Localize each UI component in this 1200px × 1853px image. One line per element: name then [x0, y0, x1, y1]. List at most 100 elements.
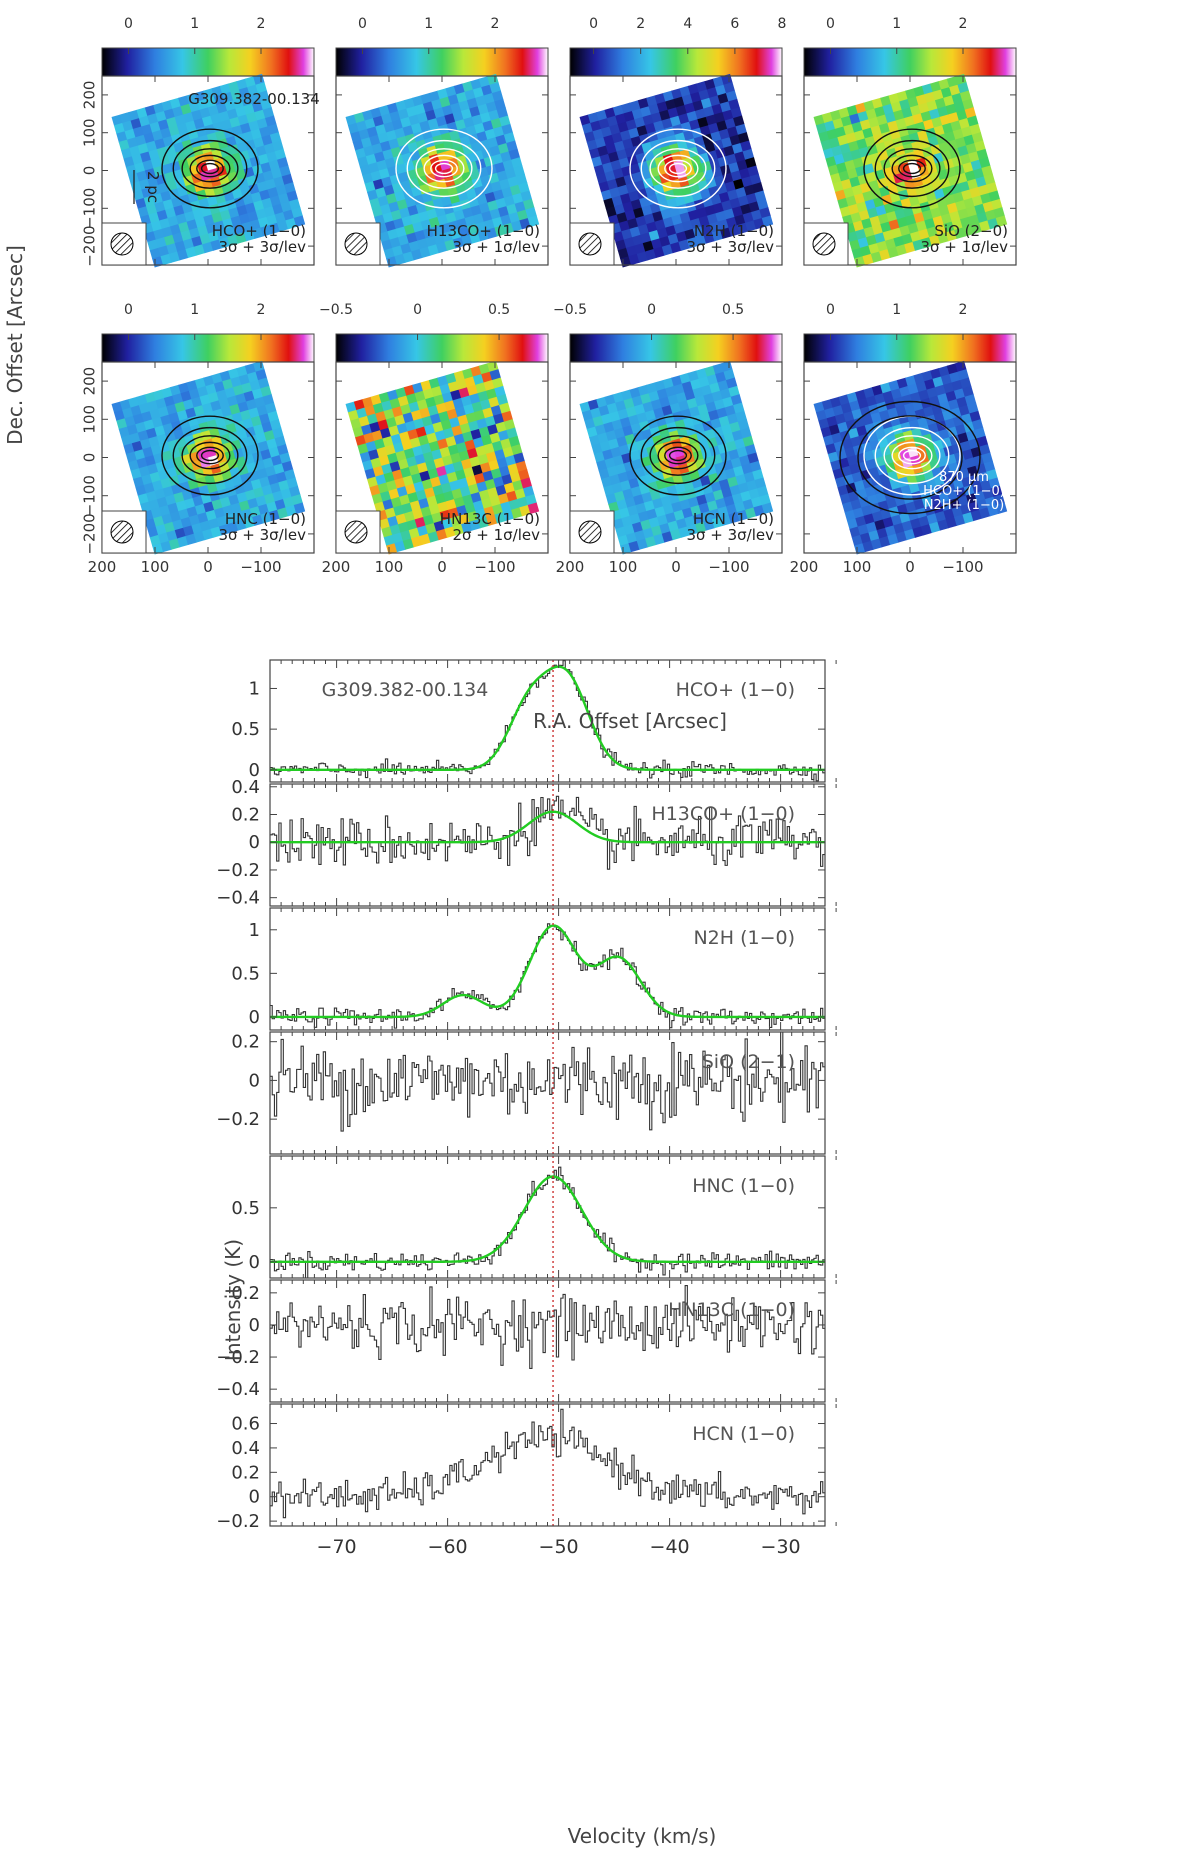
map-pixel	[478, 363, 491, 375]
map-pixel	[874, 232, 886, 244]
map-pixel	[698, 376, 711, 388]
map-pixel	[823, 434, 835, 447]
map-pixel	[629, 100, 641, 112]
map-pixel	[440, 195, 453, 207]
map-pixel	[155, 173, 168, 186]
map-pixel	[901, 233, 914, 245]
contour	[657, 154, 699, 183]
spectrum-panel-2: 00.51 N2H (1−0)	[231, 907, 837, 1031]
map-pixel	[433, 394, 446, 406]
map-pixel	[649, 489, 662, 501]
map-pixel	[642, 177, 655, 189]
map-pixel	[178, 95, 190, 107]
spectrum-y-tick-label: 0.5	[231, 1198, 260, 1219]
map-pixel	[957, 208, 970, 220]
spectrum-plot-area	[270, 908, 825, 1030]
map-pixel	[601, 189, 613, 201]
map-pixel	[480, 462, 492, 474]
map-pixel	[706, 500, 719, 512]
map-pixel	[381, 113, 393, 125]
map-pixel	[458, 513, 471, 525]
map-pixel	[419, 407, 431, 419]
map-pixel	[668, 493, 681, 505]
map-pixel	[256, 467, 269, 480]
map-pixel	[154, 201, 166, 213]
map-pixel	[140, 501, 152, 513]
map-pixel	[653, 533, 665, 545]
map-pixel	[371, 143, 384, 155]
map-pixel	[721, 423, 733, 436]
map-pixel	[631, 458, 644, 471]
map-pixel	[422, 388, 435, 400]
map-pixel	[724, 467, 737, 480]
map-pixel	[259, 189, 271, 201]
map-pixel	[420, 219, 433, 231]
map-pixel	[255, 82, 267, 94]
map-pixel	[846, 391, 859, 404]
map-pixel	[369, 197, 381, 210]
map-pixel	[209, 490, 221, 503]
map-pixel	[605, 206, 618, 218]
map-pixel	[384, 444, 397, 456]
map-pixel	[652, 210, 664, 223]
map-pixel	[930, 207, 942, 219]
map-pixel	[243, 229, 256, 242]
map-pixel	[180, 516, 193, 529]
map-pixel	[717, 219, 730, 231]
map-pixel	[131, 440, 144, 453]
map-pixel	[725, 377, 738, 389]
map-pixel	[623, 110, 636, 123]
map-pixel	[381, 176, 393, 188]
map-pixel	[678, 463, 690, 475]
map-pixel	[983, 173, 996, 186]
map-pixel	[464, 215, 477, 228]
map-pixel	[177, 248, 189, 261]
map-pixel	[476, 194, 489, 206]
map-pixel	[696, 431, 708, 443]
map-pixel	[185, 470, 197, 482]
map-pixel	[735, 186, 748, 199]
map-pixel	[696, 368, 708, 380]
map-pixel	[497, 142, 510, 155]
map-pixel	[901, 107, 914, 119]
map-pixel	[827, 164, 840, 176]
map-pixel	[496, 394, 509, 406]
map-pixel	[627, 504, 639, 517]
map-pixel	[461, 171, 473, 183]
map-pixel	[696, 207, 708, 219]
map-pixel	[920, 523, 933, 536]
map-pixel	[443, 427, 455, 440]
map-pixel	[729, 484, 742, 497]
map-pixel	[184, 434, 196, 447]
map-pixel	[148, 499, 160, 511]
map-pixel	[642, 527, 655, 540]
map-pixel	[705, 401, 718, 413]
colorbar	[569, 333, 783, 363]
spectrum-trace	[270, 1284, 825, 1369]
map-pixel	[448, 507, 460, 519]
map-pixel	[377, 419, 390, 431]
map-pixel	[605, 493, 618, 505]
map-pixel	[946, 489, 959, 501]
map-pixel	[419, 183, 431, 195]
map-pixel	[475, 382, 487, 394]
map-pixel	[962, 385, 974, 398]
map-pixel	[425, 396, 437, 409]
map-pixel	[244, 139, 257, 151]
map-pixel	[374, 438, 386, 450]
map-pixel	[509, 471, 522, 484]
map-pixel	[428, 503, 441, 516]
map-pixel	[238, 86, 251, 99]
map-pixel	[633, 431, 645, 443]
map-pixel	[405, 483, 417, 496]
map-pixel	[494, 385, 506, 398]
map-pixel	[939, 464, 952, 476]
map-pixel	[612, 518, 625, 530]
map-pixel	[861, 504, 873, 517]
contour	[891, 154, 933, 183]
map-pixel	[375, 410, 387, 423]
map-pixel	[213, 94, 226, 106]
map-pixel	[439, 159, 452, 172]
map-pixel	[633, 494, 645, 506]
map-pixel	[617, 184, 630, 197]
